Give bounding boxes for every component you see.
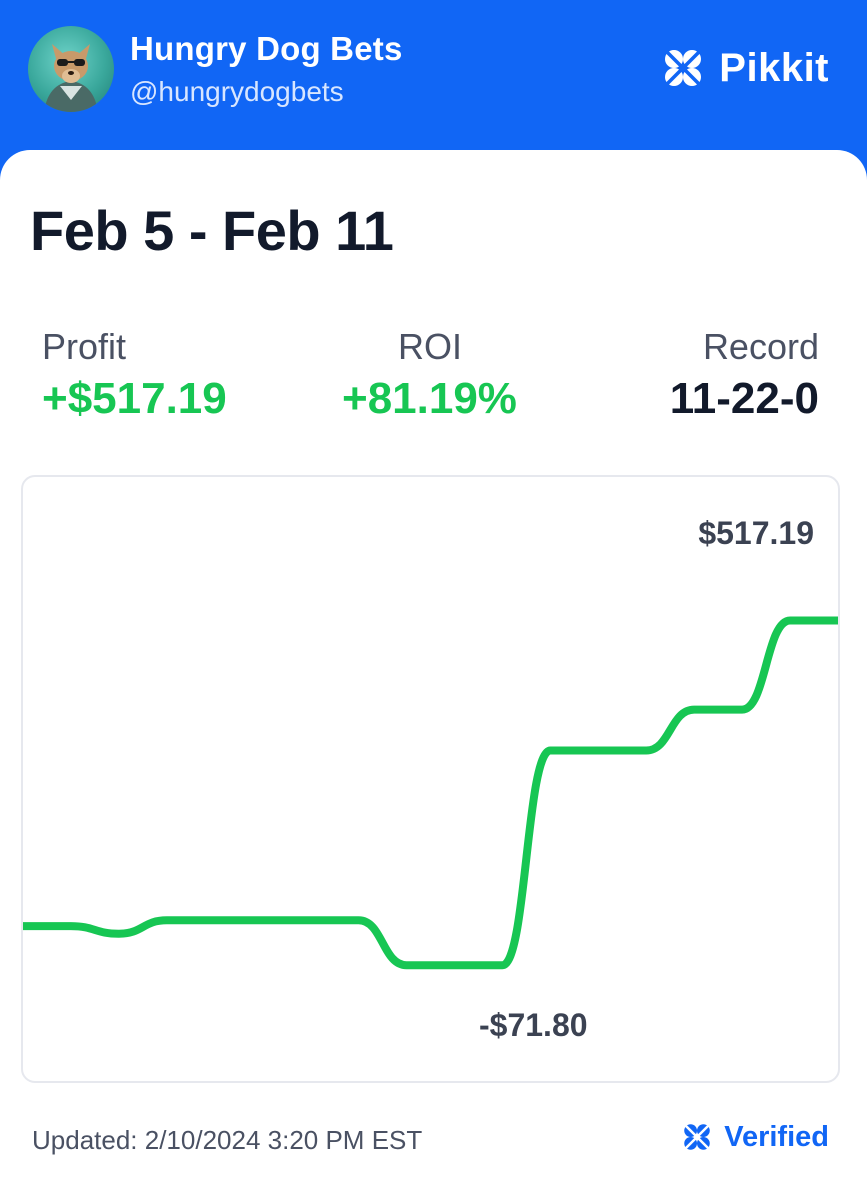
record-label: Record: [702, 326, 819, 367]
profit-chart: $517.19 -$71.80: [21, 475, 840, 1083]
updated-timestamp: Updated: 2/10/2024 3:20 PM EST: [32, 1125, 423, 1155]
verified-badge[interactable]: Verified: [680, 1120, 829, 1154]
profit-label: Profit: [42, 326, 127, 367]
roi-label: ROI: [398, 326, 463, 367]
profit-series-line: [23, 616, 838, 970]
clover-icon: [665, 50, 702, 86]
profit-value: +$517.19: [42, 374, 227, 423]
avatar[interactable]: [28, 26, 114, 112]
user-handle: @hungrydogbets: [130, 76, 344, 107]
summary-card: Feb 5 - Feb 11 Profit +$517.19 ROI +81.1…: [0, 150, 867, 1200]
dog-avatar-icon: [44, 44, 98, 112]
clover-icon: [684, 1124, 710, 1150]
min-value-label: -$71.80: [479, 1007, 588, 1043]
roi-value: +81.19%: [342, 374, 517, 423]
profit-line-chart: [23, 616, 838, 970]
record-value: 11-22-0: [669, 374, 819, 423]
brand-logo[interactable]: Pikkit: [659, 44, 829, 92]
period-title: Feb 5 - Feb 11: [30, 199, 394, 262]
verified-label: Verified: [724, 1120, 829, 1153]
brand-name: Pikkit: [719, 45, 829, 90]
max-value-label: $517.19: [698, 515, 814, 551]
user-name: Hungry Dog Bets: [130, 30, 403, 67]
